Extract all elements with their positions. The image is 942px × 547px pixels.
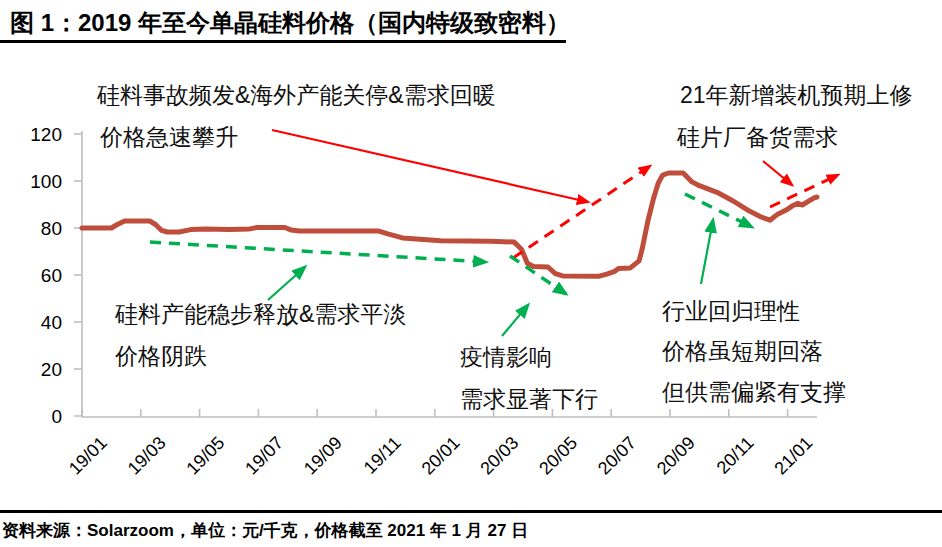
annotation-restock-line1: 21年新增装机预期上修 (680, 82, 913, 109)
x-tick-label: 19/09 (300, 433, 346, 479)
annotation-surge-line2: 价格急速攀升 (100, 124, 238, 151)
annotation-surge-line1: 硅料事故频发&海外产能关停&需求回暖 (97, 82, 496, 109)
price-line (82, 173, 817, 276)
series (82, 173, 817, 276)
footer-divider (0, 510, 942, 513)
x-tick-label: 20/01 (418, 433, 464, 479)
x-tick-label: 19/03 (124, 433, 170, 479)
annotation-restock-line2: 硅片厂备货需求 (677, 124, 838, 151)
annotation-arrow-price-surge-pointer (272, 130, 588, 202)
x-tick-label: 20/09 (653, 433, 699, 479)
annotation-rational-line3: 但供需偏紧有支撑 (662, 379, 846, 406)
annotation-arrow-slow-decline-pointer (268, 267, 305, 300)
annotation-arrow-restock-pointer (763, 161, 792, 185)
annotation-rational-line1: 行业回归理性 (662, 298, 800, 325)
x-tick-label: 19/05 (182, 433, 228, 479)
annotation-arrow-correction-pointer (701, 220, 713, 284)
y-tick-label: 40 (41, 312, 62, 333)
x-tick-label: 20/11 (713, 433, 758, 478)
source-note: 资料来源：Solarzoom，单位：元/千克，价格截至 2021 年 1 月 2… (2, 519, 528, 542)
annotation-rational-line2: 价格虽短期回落 (662, 338, 823, 365)
x-tick-label: 20/05 (535, 433, 581, 479)
x-tick-label: 19/07 (241, 433, 287, 479)
y-tick-label: 120 (30, 124, 62, 145)
axes (74, 131, 817, 417)
x-tick-label: 19/01 (65, 433, 111, 479)
x-tick-label: 19/11 (360, 433, 405, 478)
annotation-covid-line2: 需求显著下行 (460, 386, 598, 413)
y-tick-label: 60 (41, 265, 62, 286)
y-tick-label: 20 (41, 359, 62, 380)
x-tick-label: 20/03 (476, 433, 522, 479)
annotation-arrow-slow-decline-trend (150, 242, 486, 262)
y-tick-label: 0 (51, 406, 62, 427)
axis-line (82, 131, 817, 417)
x-tick-label: 21/01 (770, 433, 816, 479)
y-tick-label: 80 (41, 218, 62, 239)
annotation-release-line2: 价格阴跌 (115, 343, 207, 370)
x-tick-label: 20/07 (594, 433, 640, 479)
annotation-arrow-correction-trend (685, 194, 752, 227)
annotation-arrow-surge-trend-arrow (513, 166, 650, 258)
annotation-release-line1: 硅料产能稳步释放&需求平淡 (115, 301, 406, 328)
annotation-covid-line1: 疫情影响 (460, 344, 552, 371)
annotation-arrow-covid-pointer (502, 305, 528, 336)
y-tick-label: 100 (30, 171, 62, 192)
figure-page: 图 1：2019 年至今单晶硅料价格（国内特级致密料） 020406080100… (0, 0, 942, 547)
